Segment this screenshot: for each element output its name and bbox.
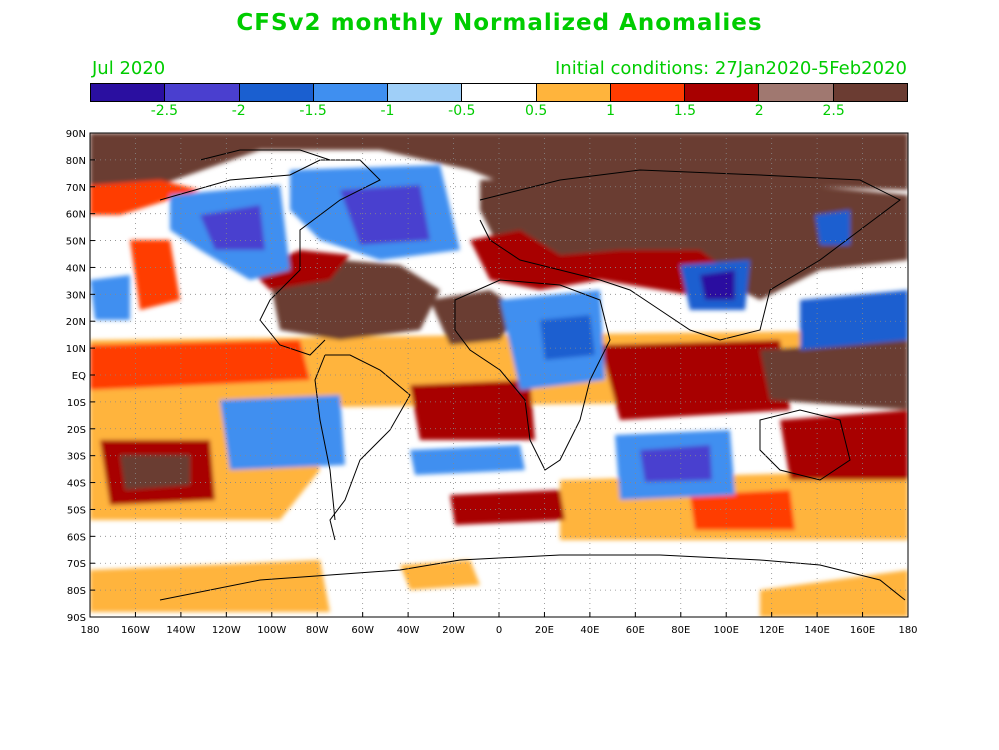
longitude-tick-label: 20W [442,625,465,636]
map-title: CFSv2 monthly Normalized Anomalies [236,10,763,36]
longitude-tick-label: 180 [80,625,99,636]
colorbar-swatch [239,84,314,101]
colorbar-swatch [388,84,463,101]
longitude-tick-label: 80E [671,625,690,636]
longitude-tick-label: 120E [759,625,784,636]
colorbar-labels: -2.5 -2 -1.5 -1 -0.5 0.5 1 1.5 2 2.5 [90,103,908,121]
latitude-tick-label: 40S [67,479,86,490]
latitude-tick-label: 90N [66,129,86,140]
colorbar-swatch [91,84,166,101]
latitude-tick-label: 10S [67,398,86,409]
colorbar-swatch [313,84,389,101]
colorbar [90,83,908,102]
latitude-tick-label: 30N [66,290,86,301]
latitude-axis: 90N 80N 70N 60N 50N 40N 30N 20N 10N EQ 10S 20S 30S 40… [66,129,95,624]
coastlines [159,149,906,601]
longitude-tick-label: 140E [804,625,829,636]
latitude-tick-label: 10N [66,344,86,355]
latitude-tick-label: 70N [66,183,86,194]
colorbar-tick-label: -2 [231,103,246,119]
latitude-tick-label: 60N [66,210,86,221]
colorbar-swatch [536,84,611,101]
latitude-tick-label: 30S [67,452,86,463]
latitude-tick-label: 80N [66,156,86,167]
latitude-tick-label: 50S [67,505,86,516]
colorbar-tick-label: -0.5 [448,103,476,119]
longitude-tick-label: 160E [850,625,875,636]
colorbar-swatch [685,84,760,101]
longitude-tick-label: 0 [496,625,502,636]
colorbar-swatch [462,84,537,101]
latitude-tick-label: 80S [67,586,86,597]
latitude-tick-label: 90S [67,613,86,624]
colorbar-swatch [833,84,907,101]
longitude-tick-label: 60W [351,625,374,636]
longitude-tick-label: 140W [166,625,195,636]
colorbar-tick-label: 1 [606,103,615,119]
latitude-tick-label: EQ [72,371,86,382]
colorbar-tick-label: -1 [380,103,395,119]
longitude-tick-label: 120W [212,625,241,636]
initial-conditions-label: Initial conditions: 27Jan2020-5Feb2020 [554,58,907,79]
latitude-tick-label: 50N [66,237,86,248]
latitude-tick-label: 40N [66,263,86,274]
longitude-tick-label: 160W [121,625,150,636]
longitude-tick-label: 60E [626,625,645,636]
longitude-tick-label: 40W [397,625,420,636]
latitude-tick-label: 70S [67,559,86,570]
colorbar-tick-label: 1.5 [673,103,697,119]
longitude-tick-label: 80W [306,625,329,636]
colorbar-swatch [165,84,240,101]
longitude-tick-label: 20E [535,625,554,636]
longitude-tick-label: 180 [898,625,917,636]
longitude-tick-label: 40E [580,625,599,636]
grid-lines [90,133,908,617]
colorbar-tick-label: 2 [754,103,764,119]
latitude-tick-label: 60S [67,532,86,543]
latitude-tick-label: 20S [67,425,86,436]
latitude-tick-label: 20N [66,317,86,328]
colorbar-tick-label: 2.5 [822,103,845,119]
longitude-tick-label: 100E [714,625,739,636]
colorbar-swatch [759,84,834,101]
longitude-tick-label: 100W [257,625,286,636]
colorbar-tick-label: -1.5 [299,103,327,119]
month-label: Jul 2020 [92,58,166,79]
anomaly-field [90,133,908,617]
colorbar-tick-label: 0.5 [525,103,548,119]
colorbar-tick-label: -2.5 [150,103,179,119]
colorbar-swatch [610,84,686,101]
longitude-axis: 180 160W 140W 120W 100W 80W 60W 40W 20W 0 20E 40E 60… [80,612,918,636]
